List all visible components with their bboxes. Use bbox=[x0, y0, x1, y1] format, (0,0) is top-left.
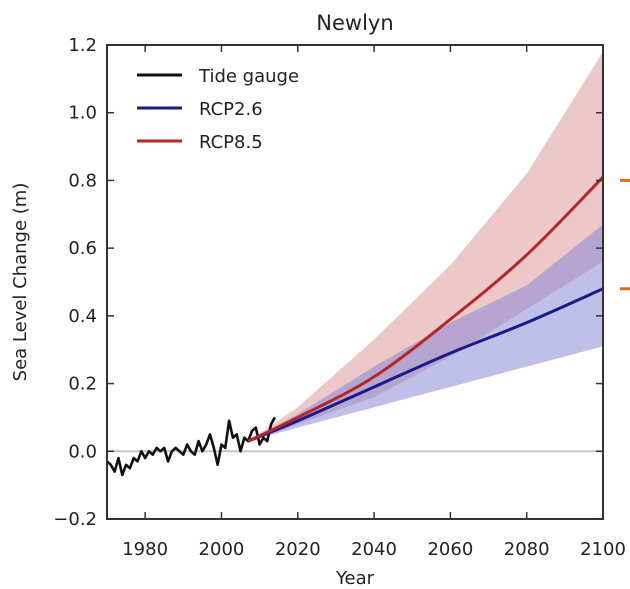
x-tick-label: 2080 bbox=[504, 539, 550, 560]
legend-label-tide-gauge: Tide gauge bbox=[198, 66, 299, 87]
y-tick-label: 0.2 bbox=[68, 374, 97, 395]
legend-label-rcp8-5: RCP8.5 bbox=[199, 132, 263, 153]
band-rcp2-6 bbox=[248, 224, 603, 442]
y-tick-label: 1.2 bbox=[68, 35, 97, 56]
x-tick-label: 1980 bbox=[122, 539, 168, 560]
legend: Tide gauge RCP2.6 RCP8.5 bbox=[137, 66, 299, 153]
series-line-tide-gauge bbox=[106, 416, 277, 477]
x-tick-label: 2000 bbox=[199, 539, 245, 560]
series-line-rcp8-5 bbox=[247, 175, 605, 443]
x-tick-label: 2040 bbox=[351, 539, 397, 560]
y-tick-label: −0.2 bbox=[53, 509, 97, 530]
chart-title: Newlyn bbox=[316, 11, 393, 35]
x-axis-title: Year bbox=[335, 568, 375, 589]
y-axis-title: Sea Level Change (m) bbox=[10, 183, 31, 382]
y-tick-label: 0.6 bbox=[68, 238, 97, 259]
series-lines bbox=[106, 175, 605, 477]
y-tick-label: 0.0 bbox=[68, 441, 97, 462]
y-tick-label: 0.4 bbox=[68, 306, 97, 327]
y-tick-label: 1.0 bbox=[68, 103, 97, 124]
tick-labels: 1980 2000 2020 2040 2060 2080 2100 −0.2 0.0 0.2 0.… bbox=[53, 35, 626, 560]
x-tick-label: 2060 bbox=[427, 539, 473, 560]
right-edge-markers bbox=[620, 178, 630, 291]
x-tick-label: 2020 bbox=[275, 539, 321, 560]
plot-frame bbox=[106, 44, 604, 520]
x-tick-label: 2100 bbox=[580, 539, 626, 560]
y-tick-label: 0.8 bbox=[68, 170, 97, 191]
legend-label-rcp2-6: RCP2.6 bbox=[199, 99, 263, 120]
series-line-rcp2-6 bbox=[247, 287, 604, 443]
uncertainty-bands bbox=[248, 51, 603, 442]
plot-axes bbox=[106, 44, 604, 520]
